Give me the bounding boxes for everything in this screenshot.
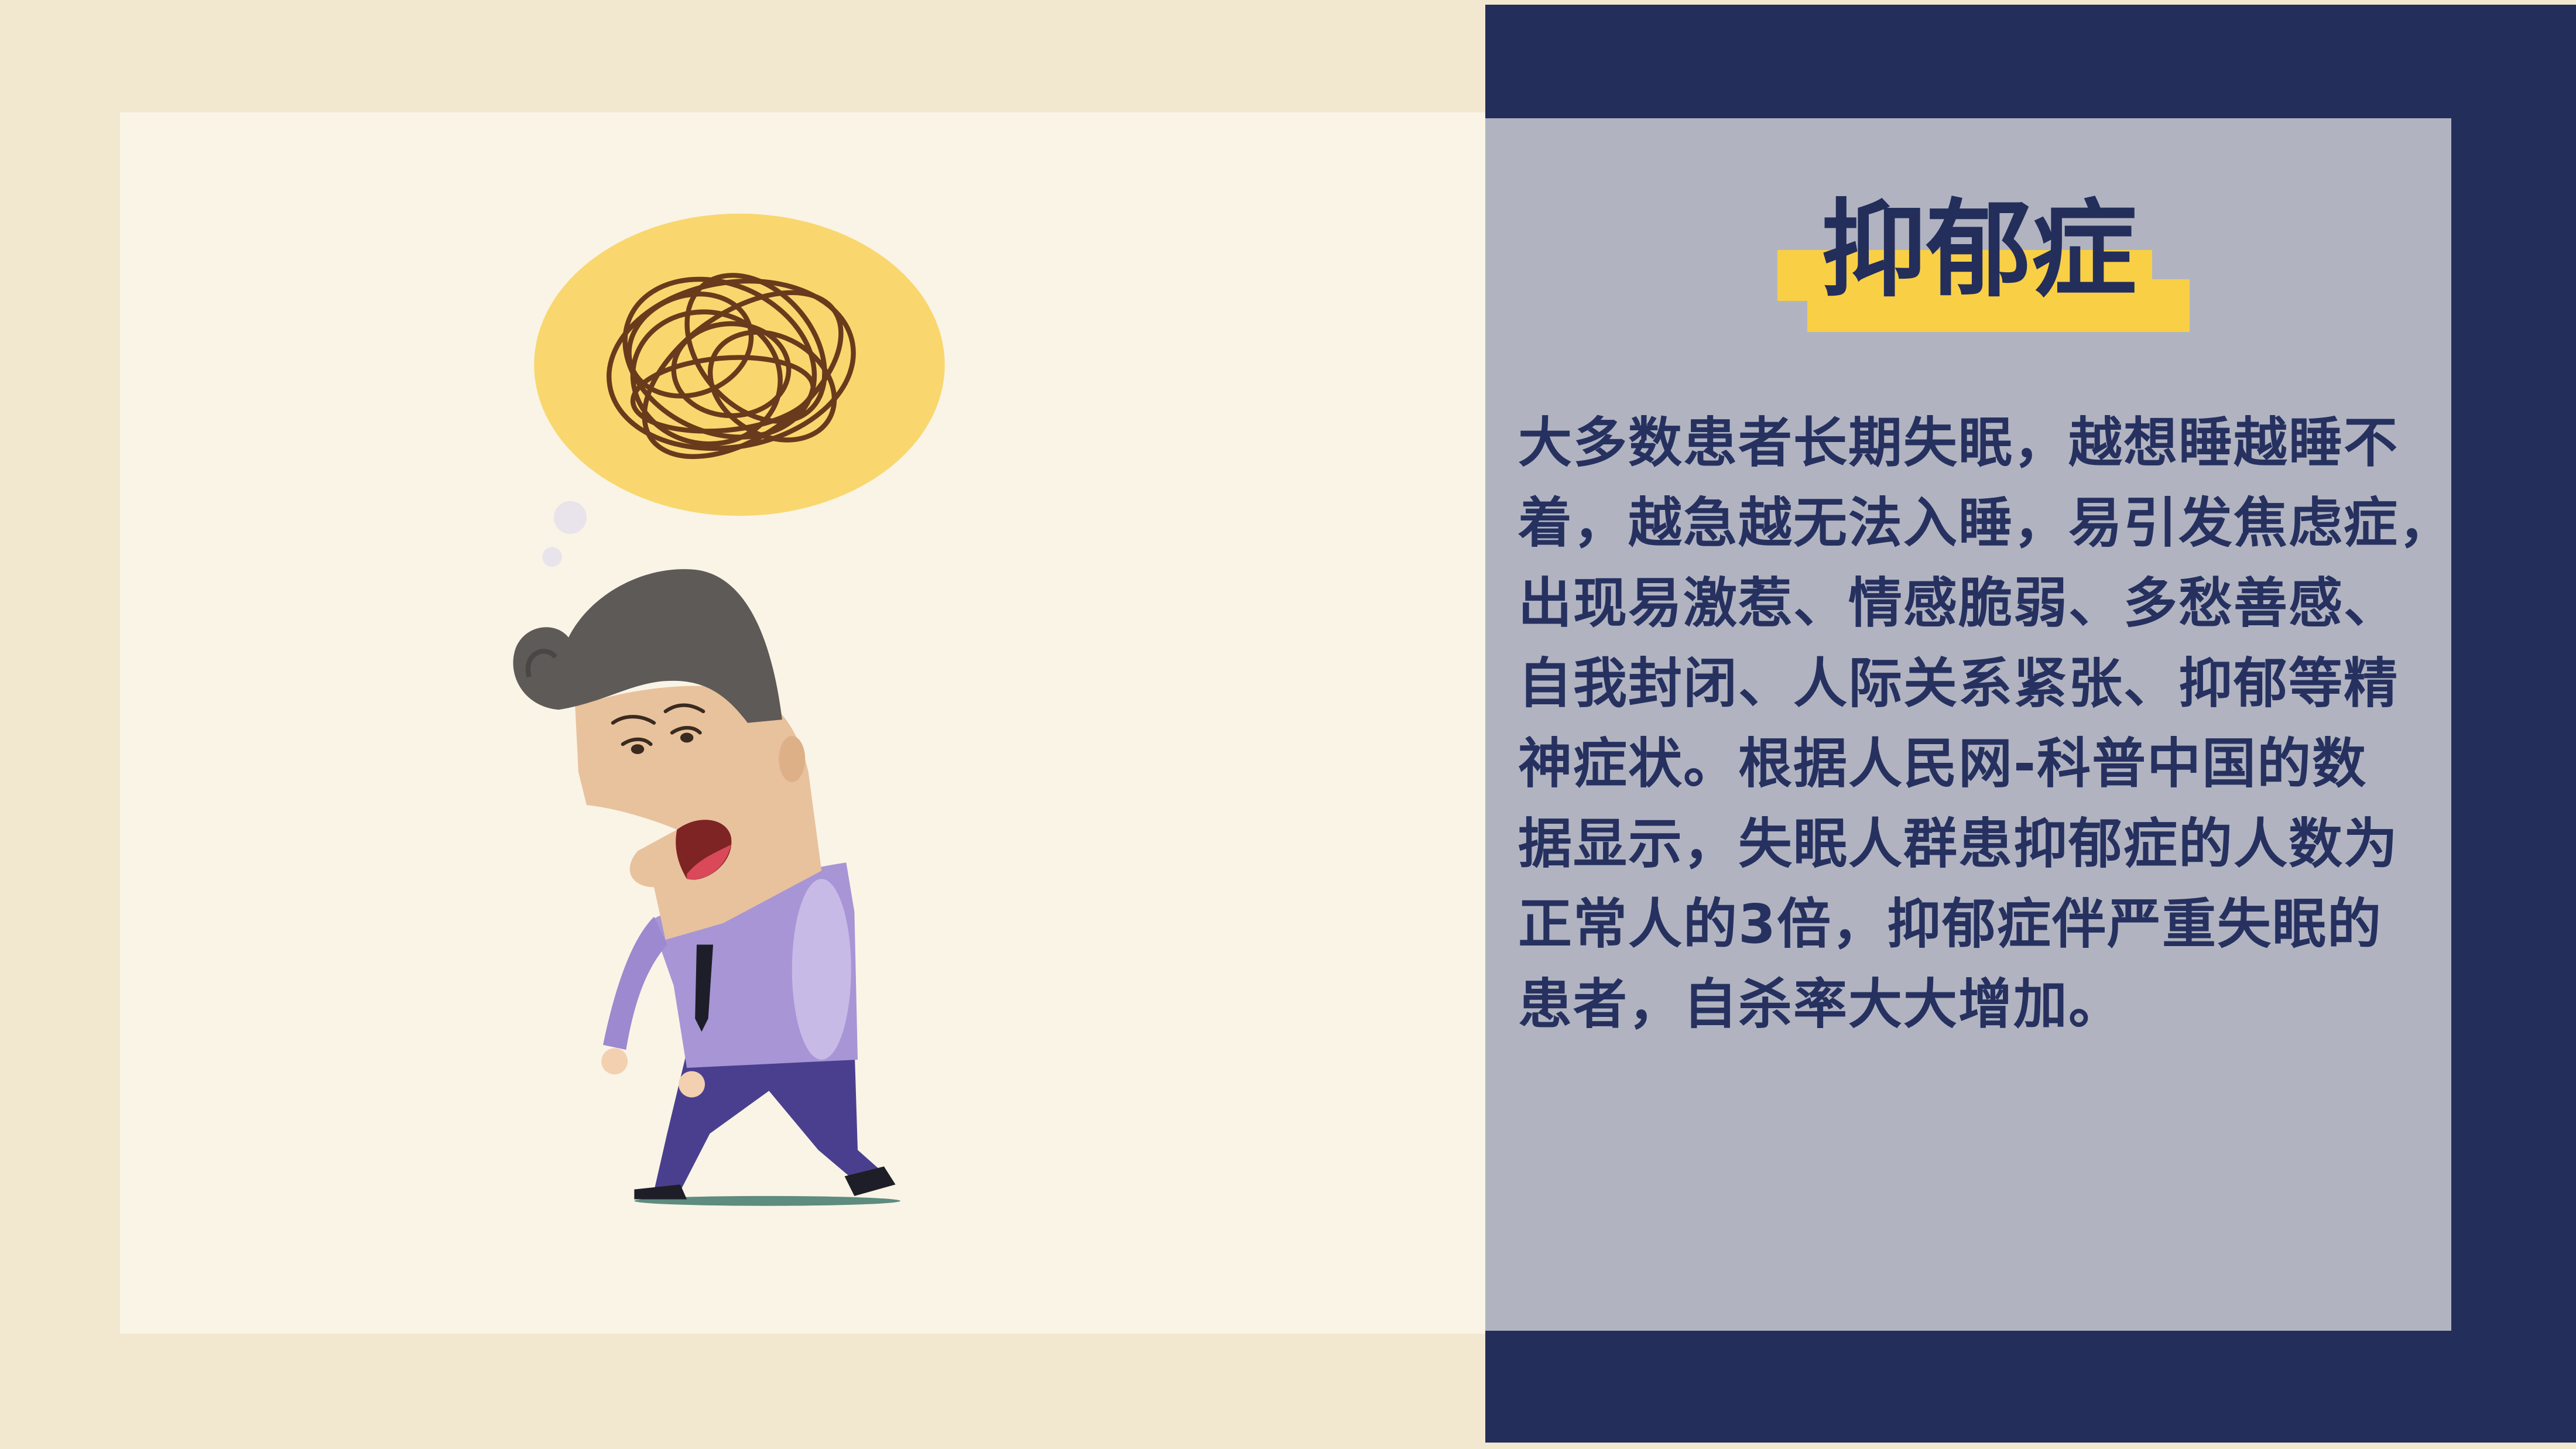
man-figure bbox=[513, 569, 900, 1206]
tongue bbox=[687, 844, 731, 880]
thought-bubble-dot-small bbox=[542, 547, 562, 567]
ear bbox=[779, 736, 806, 782]
body-line: 神症状。根据人民网-科普中国的数 bbox=[1518, 732, 2368, 795]
illustration-panel bbox=[120, 112, 1485, 1334]
ground-shadow bbox=[634, 1195, 900, 1206]
thought-bubble bbox=[534, 213, 945, 567]
back-shoe bbox=[844, 1166, 896, 1196]
worried-man-illustration bbox=[513, 213, 945, 1206]
tangled-scribble bbox=[607, 273, 856, 460]
right-eye bbox=[680, 732, 694, 743]
body-line: 据显示，失眠人群患抑郁症的人数为 bbox=[1518, 813, 2399, 875]
left-eyelid bbox=[621, 737, 653, 746]
tie bbox=[695, 944, 714, 1032]
right-hand bbox=[679, 1071, 705, 1098]
eyes bbox=[611, 703, 705, 746]
right-eyebrow bbox=[663, 703, 705, 714]
body-line: 自我封闭、人际关系紧张、抑郁等精 bbox=[1518, 652, 2399, 715]
hair-curl bbox=[525, 649, 558, 678]
left-eye bbox=[631, 744, 645, 755]
sleeve bbox=[603, 916, 667, 1050]
front-shoe bbox=[634, 1184, 687, 1200]
shirt-texture bbox=[792, 879, 851, 1060]
body-paragraph: 大多数患者长期失眠，越想睡越睡不 着，越急越无法入睡，易引发焦虑症， 出现易激惹… bbox=[1518, 403, 2449, 1044]
body-line: 大多数患者长期失眠，越想睡越睡不 bbox=[1518, 412, 2399, 474]
body-line: 患者，自杀率大大增加。 bbox=[1518, 973, 2124, 1036]
left-eyebrow bbox=[611, 715, 656, 725]
body-line: 着，越急越无法入睡，易引发焦虑症， bbox=[1518, 492, 2449, 554]
right-eyelid bbox=[670, 726, 702, 735]
slide-title: 抑郁症 bbox=[1820, 189, 2137, 311]
body-line: 出现易激惹、情感脆弱、多愁善感、 bbox=[1518, 572, 2399, 635]
pants bbox=[654, 1044, 888, 1191]
left-hand bbox=[601, 1048, 628, 1075]
thought-bubble-dot-large bbox=[553, 501, 587, 535]
body-line: 正常人的3倍，抑郁症伴严重失眠的 bbox=[1518, 893, 2383, 955]
title-highlight-bottom bbox=[1807, 279, 2190, 332]
hair bbox=[513, 569, 782, 723]
